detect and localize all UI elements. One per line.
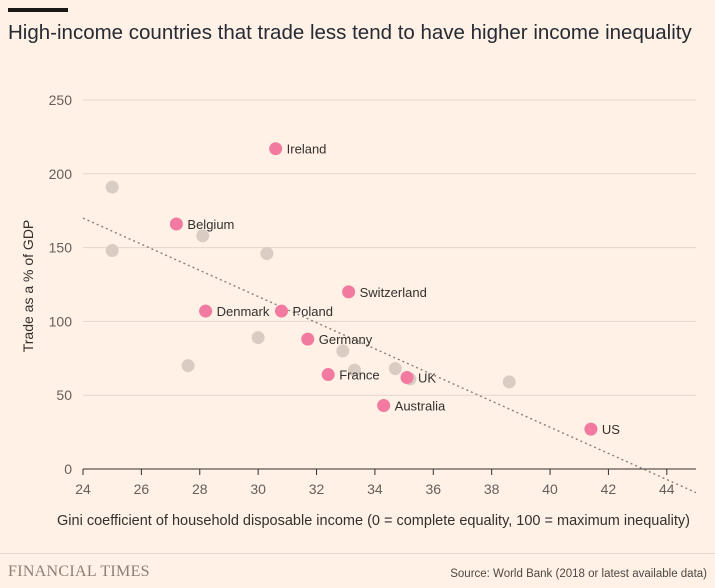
label-france: France xyxy=(339,368,379,383)
label-ireland: Ireland xyxy=(287,142,327,157)
other-country-points xyxy=(105,180,516,389)
other-point-3 xyxy=(196,229,210,243)
x-tick-label-30: 30 xyxy=(250,481,266,497)
point-us xyxy=(584,422,598,436)
point-denmark xyxy=(199,304,213,318)
x-tick-label-24: 24 xyxy=(75,481,91,497)
footer-divider xyxy=(0,553,715,554)
other-point-1 xyxy=(105,180,119,194)
x-tick-label-34: 34 xyxy=(367,481,383,497)
x-tick-label-40: 40 xyxy=(542,481,558,497)
top-accent-bar xyxy=(8,8,68,12)
y-tick-label-50: 50 xyxy=(56,387,72,403)
x-tick-label-32: 32 xyxy=(309,481,325,497)
label-belgium: Belgium xyxy=(187,217,234,232)
other-point-6 xyxy=(181,359,195,373)
y-tick-label-250: 250 xyxy=(49,92,73,108)
point-australia xyxy=(377,399,391,413)
label-poland: Poland xyxy=(292,304,332,319)
other-point-9 xyxy=(388,362,402,376)
y-axis-label: Trade as a % of GDP xyxy=(20,220,36,353)
ft-logo: FINANCIAL TIMES xyxy=(8,563,150,580)
other-point-5 xyxy=(251,331,265,345)
other-point-2 xyxy=(105,244,119,258)
trend-line xyxy=(82,217,697,494)
highlighted-country-points xyxy=(169,142,598,436)
gridlines xyxy=(83,99,696,396)
other-point-11 xyxy=(502,375,516,389)
source-note: Source: World Bank (2018 or latest avail… xyxy=(450,568,707,580)
x-tick-label-36: 36 xyxy=(425,481,441,497)
country-labels: Ireland Belgium Switzerland Denmark Poland Ge… xyxy=(187,142,620,437)
label-germany: Germany xyxy=(319,332,373,347)
x-tick-label-26: 26 xyxy=(134,481,150,497)
label-uk: UK xyxy=(418,370,436,385)
y-tick-label-200: 200 xyxy=(49,166,73,182)
x-axis-ticks: 24 26 28 30 32 34 36 38 40 42 44 xyxy=(75,469,675,497)
x-tick-label-28: 28 xyxy=(192,481,208,497)
y-axis-ticks: 0 50 100 150 200 250 xyxy=(49,92,73,477)
point-uk xyxy=(400,370,414,384)
point-poland xyxy=(274,304,288,318)
point-ireland xyxy=(269,142,283,156)
other-point-7 xyxy=(336,344,350,358)
point-germany xyxy=(301,332,315,346)
label-australia: Australia xyxy=(395,399,446,414)
x-axis-label: Gini coefficient of household disposable… xyxy=(57,513,690,529)
label-denmark: Denmark xyxy=(217,304,270,319)
x-tick-label-42: 42 xyxy=(601,481,617,497)
y-tick-label-100: 100 xyxy=(49,313,73,329)
scatter-chart: 0 50 100 150 200 250 24 26 28 30 32 34 36 38 40 42 44 I… xyxy=(20,92,697,497)
point-france xyxy=(321,368,335,382)
label-switzerland: Switzerland xyxy=(360,285,427,300)
label-us: US xyxy=(602,422,620,437)
other-point-4 xyxy=(260,247,274,261)
y-tick-label-0: 0 xyxy=(64,461,72,477)
point-switzerland xyxy=(342,285,356,299)
chart-title: High-income countries that trade less te… xyxy=(8,21,692,44)
x-tick-label-44: 44 xyxy=(659,481,675,497)
point-belgium xyxy=(169,217,183,231)
trend-line-group xyxy=(82,217,697,494)
y-tick-label-150: 150 xyxy=(49,240,73,256)
other-point-8 xyxy=(347,363,361,377)
x-tick-label-38: 38 xyxy=(484,481,500,497)
